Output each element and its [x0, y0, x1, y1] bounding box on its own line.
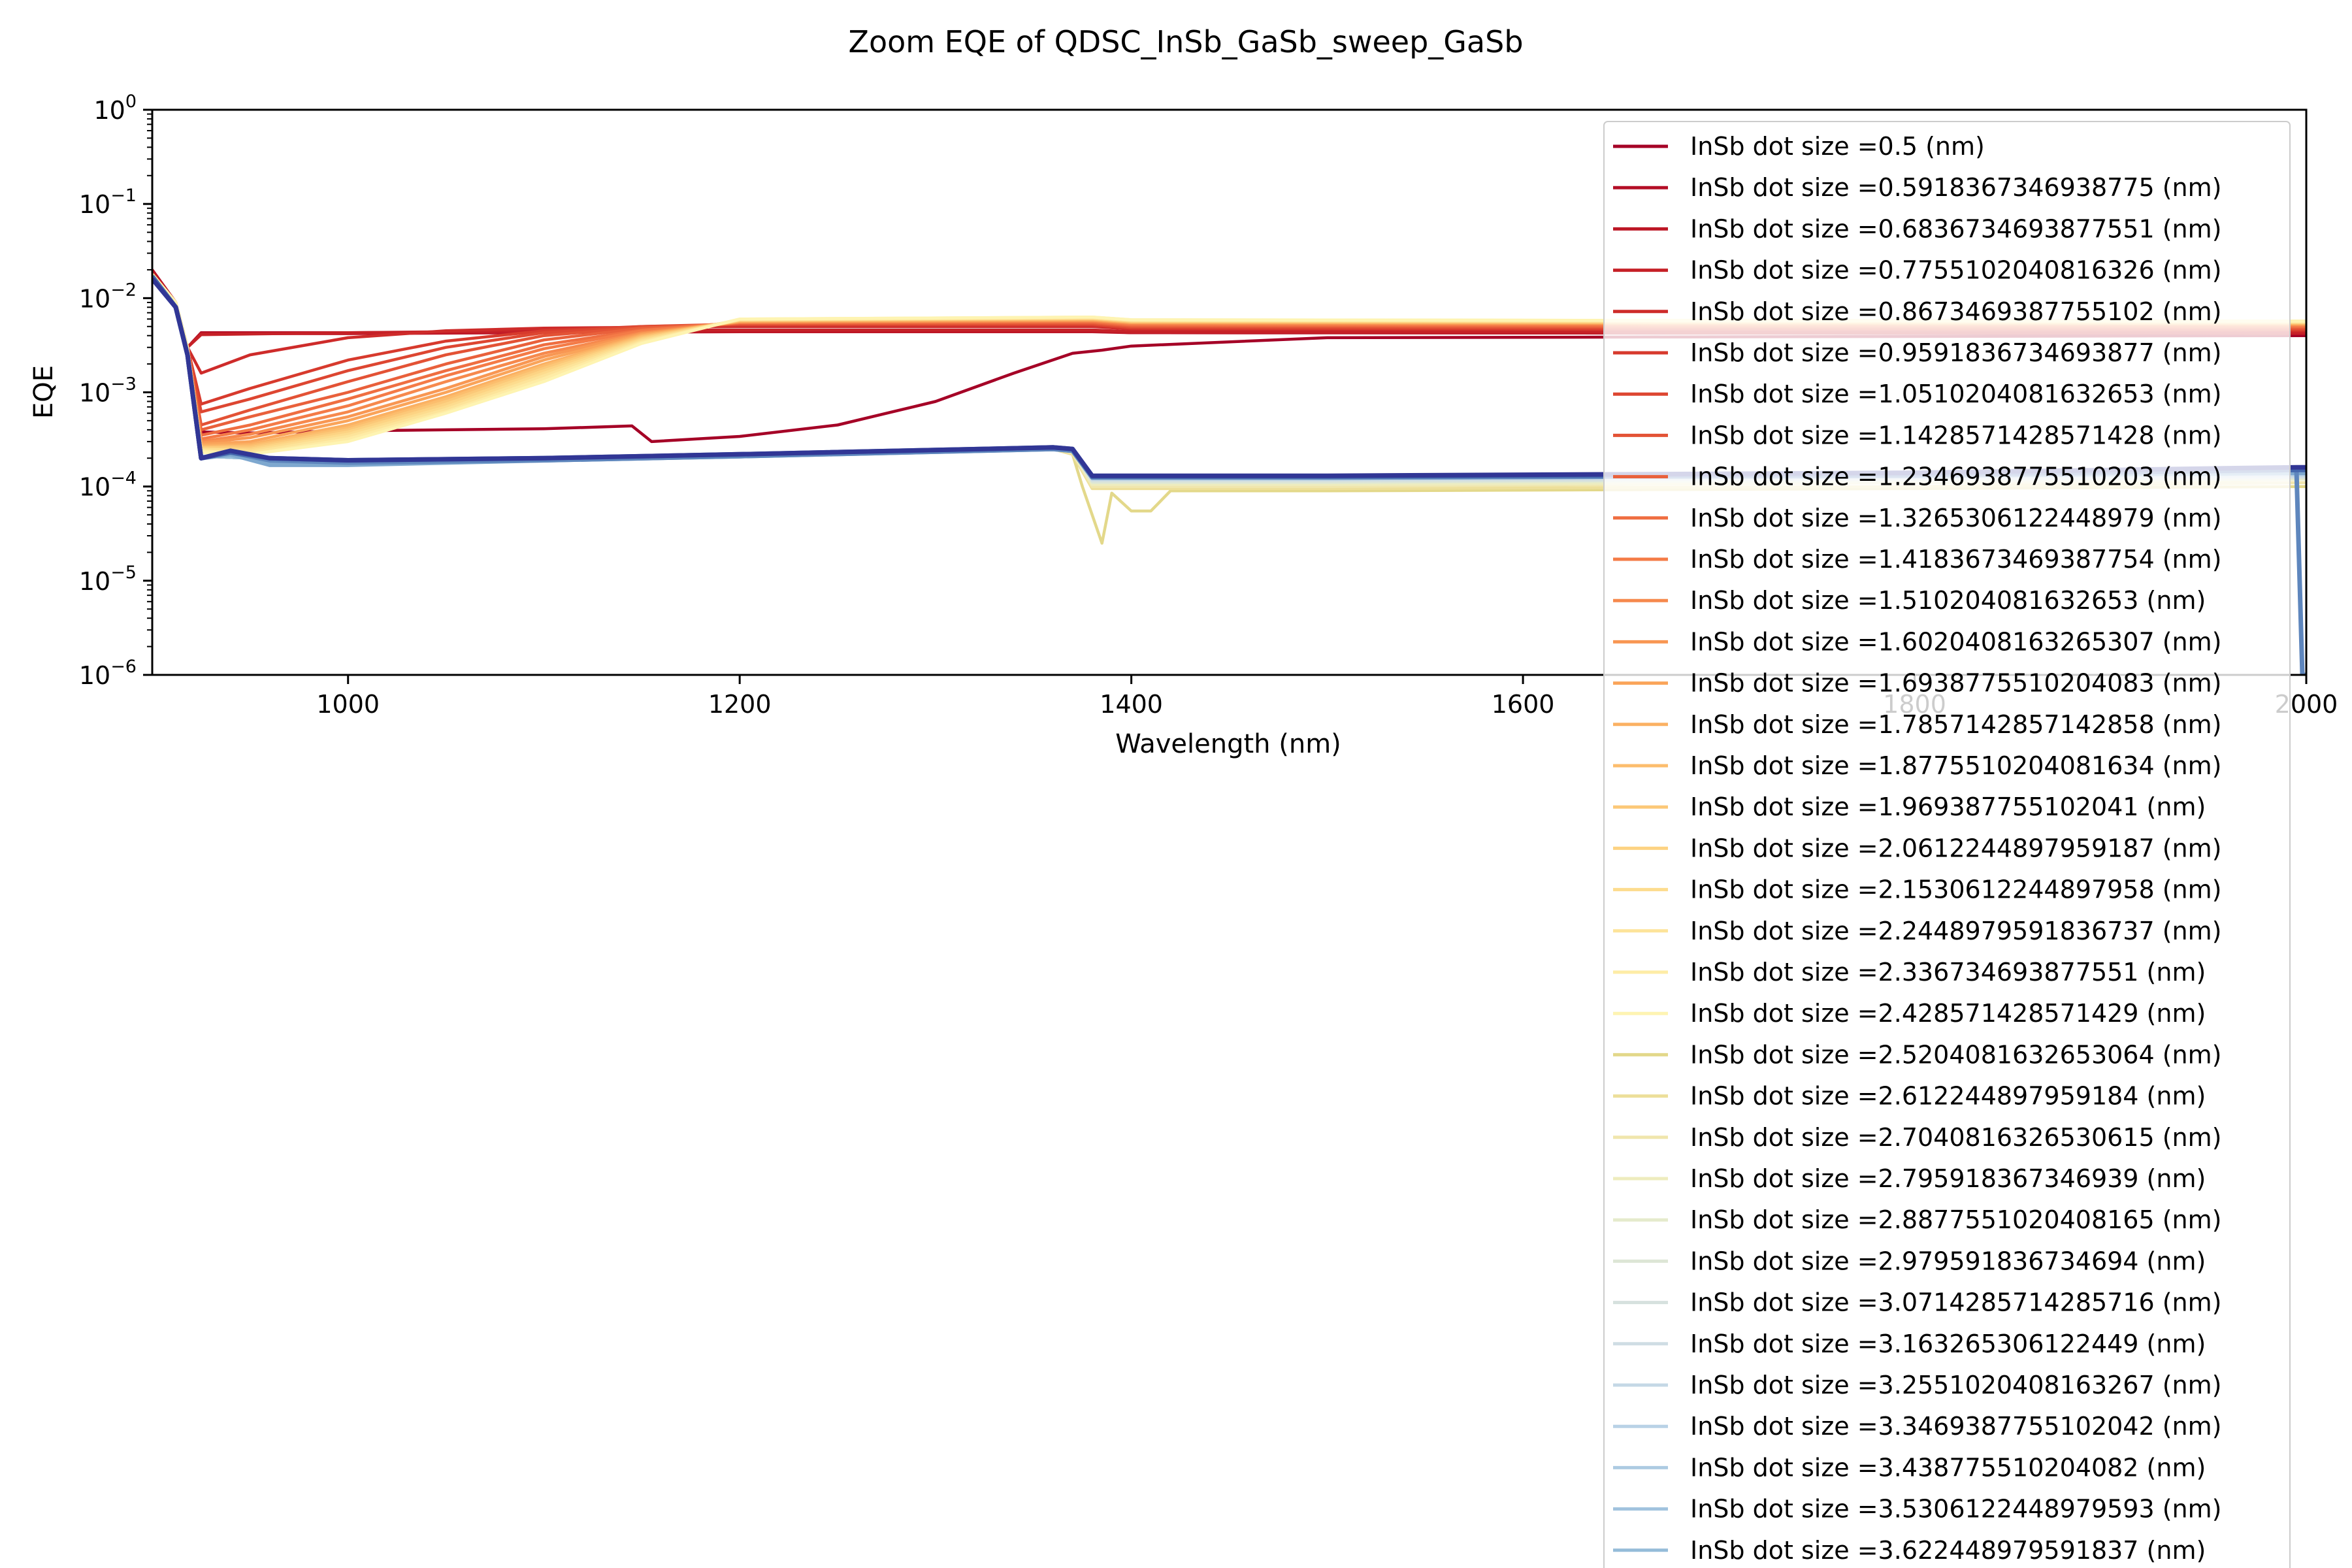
- y-tick-label: 10−2: [79, 280, 137, 313]
- y-tick-label: 10−1: [79, 186, 137, 219]
- legend-label: InSb dot size =2.5204081632653064 (nm): [1690, 1040, 2221, 1069]
- legend-label: InSb dot size =0.5918367346938775 (nm): [1690, 173, 2221, 202]
- legend-label: InSb dot size =2.7040816326530615 (nm): [1690, 1123, 2221, 1152]
- legend-label: InSb dot size =1.969387755102041 (nm): [1690, 792, 2206, 821]
- legend-label: InSb dot size =3.163265306122449 (nm): [1690, 1330, 2206, 1358]
- legend-label: InSb dot size =3.0714285714285716 (nm): [1690, 1288, 2221, 1317]
- legend-label: InSb dot size =1.510204081632653 (nm): [1690, 586, 2206, 615]
- x-tick-label: 1000: [316, 690, 380, 719]
- legend-label: InSb dot size =2.8877551020408165 (nm): [1690, 1205, 2221, 1234]
- y-axis-label: EQE: [29, 365, 59, 419]
- legend-label: InSb dot size =0.5 (nm): [1690, 132, 1985, 161]
- y-tick-label: 100: [93, 91, 137, 125]
- legend-label: InSb dot size =1.1428571428571428 (nm): [1690, 421, 2221, 449]
- legend-label: InSb dot size =2.428571428571429 (nm): [1690, 999, 2206, 1028]
- legend-label: InSb dot size =3.622448979591837 (nm): [1690, 1536, 2206, 1565]
- legend-label: InSb dot size =2.979591836734694 (nm): [1690, 1247, 2206, 1275]
- legend-label: InSb dot size =1.0510204081632653 (nm): [1690, 380, 2221, 408]
- legend-label: InSb dot size =1.6020408163265307 (nm): [1690, 627, 2221, 656]
- chart-title: Zoom EQE of QDSC_InSb_GaSb_sweep_GaSb: [848, 24, 1523, 59]
- legend-label: InSb dot size =1.8775510204081634 (nm): [1690, 751, 2221, 780]
- y-tick-label: 10−6: [79, 657, 137, 690]
- legend-label: InSb dot size =3.3469387755102042 (nm): [1690, 1412, 2221, 1441]
- legend-label: InSb dot size =3.2551020408163267 (nm): [1690, 1371, 2221, 1399]
- legend-label: InSb dot size =3.5306122448979593 (nm): [1690, 1495, 2221, 1524]
- legend-label: InSb dot size =3.438775510204082 (nm): [1690, 1453, 2206, 1482]
- y-tick-label: 10−3: [79, 374, 137, 408]
- y-axis-ticks: 10−6 10−5 10−4 10−3 10−2 10−1 100: [79, 91, 152, 690]
- x-tick-label: 1400: [1100, 690, 1163, 719]
- legend-label: InSb dot size =1.3265306122448979 (nm): [1690, 504, 2221, 532]
- legend-label: InSb dot size =2.795918367346939 (nm): [1690, 1164, 2206, 1193]
- legend-label: InSb dot size =2.2448979591836737 (nm): [1690, 917, 2221, 945]
- legend-label: InSb dot size =0.6836734693877551 (nm): [1690, 214, 2221, 243]
- x-tick-label: 1200: [708, 690, 772, 719]
- y-tick-label: 10−5: [79, 563, 137, 596]
- legend-label: InSb dot size =2.336734693877551 (nm): [1690, 958, 2206, 987]
- legend-label: InSb dot size =0.8673469387755102 (nm): [1690, 297, 2221, 326]
- x-axis-label: Wavelength (nm): [1115, 729, 1341, 759]
- legend-label: InSb dot size =1.7857142857142858 (nm): [1690, 710, 2221, 739]
- legend-label: InSb dot size =0.7755102040816326 (nm): [1690, 256, 2221, 285]
- legend-label: InSb dot size =2.1530612244897958 (nm): [1690, 875, 2221, 904]
- y-tick-label: 10−4: [79, 468, 137, 502]
- legend-label: InSb dot size =1.4183673469387754 (nm): [1690, 545, 2221, 574]
- legend-label: InSb dot size =1.6938775510204083 (nm): [1690, 669, 2221, 698]
- x-tick-label: 1600: [1492, 690, 1555, 719]
- legend-label: InSb dot size =0.9591836734693877 (nm): [1690, 338, 2221, 367]
- legend: InSb dot size =0.5 (nm) InSb dot size =0.…: [1603, 121, 2291, 1568]
- legend-label: InSb dot size =2.612244897959184 (nm): [1690, 1082, 2206, 1111]
- legend-label: InSb dot size =1.2346938775510203 (nm): [1690, 463, 2221, 491]
- legend-label: InSb dot size =2.0612244897959187 (nm): [1690, 834, 2221, 862]
- legend-frame: [1603, 121, 2291, 1568]
